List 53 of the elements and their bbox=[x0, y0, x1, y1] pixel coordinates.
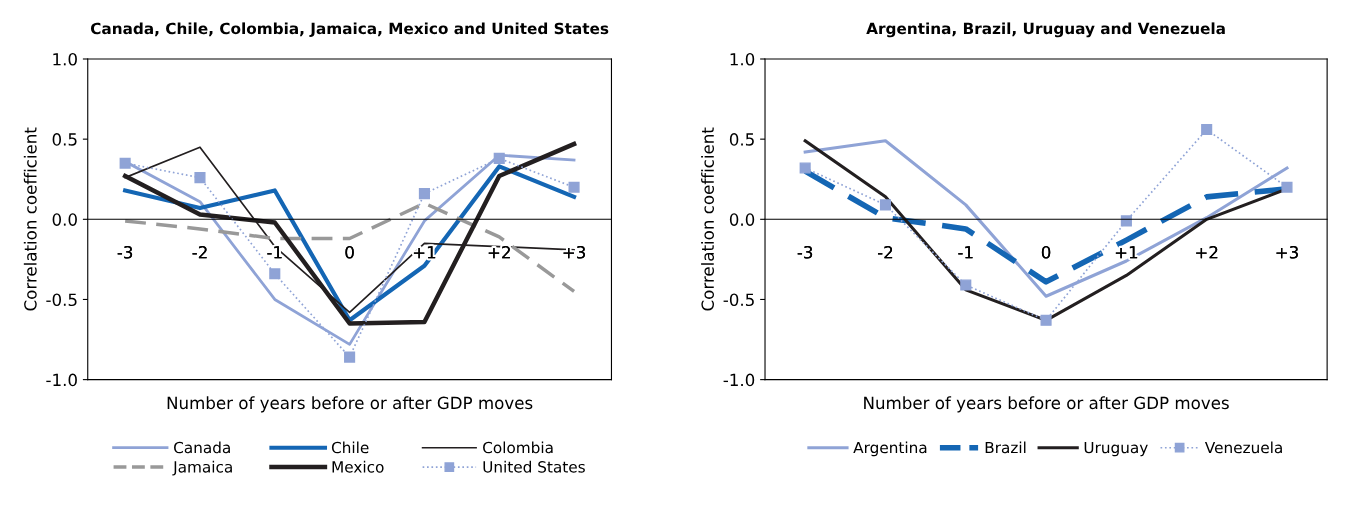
y-tick-label: 0.0 bbox=[52, 213, 77, 226]
point bbox=[344, 351, 356, 363]
x-tick-label: +2 bbox=[488, 245, 510, 259]
x-tick-label: -2 bbox=[192, 245, 207, 259]
x-tick-label: +3 bbox=[563, 245, 586, 259]
y-tick-label: 1.0 bbox=[53, 52, 77, 66]
legend-label: Mexico bbox=[332, 460, 384, 473]
y-tick-label: 0.5 bbox=[52, 133, 77, 146]
point bbox=[568, 181, 580, 193]
x-tick-label: +2 bbox=[1196, 245, 1218, 259]
point bbox=[269, 268, 281, 280]
legend-label: Jamaica bbox=[172, 460, 232, 476]
x-tick-label: -1 bbox=[267, 246, 282, 259]
point bbox=[1040, 314, 1052, 326]
chart-title: Canada, Chile, Colombia, Jamaica, Mexico and United States bbox=[90, 22, 609, 38]
legend-label: Argentina bbox=[853, 441, 927, 457]
y-tick-label: -0.5 bbox=[723, 293, 754, 307]
x-tick-label: 0 bbox=[1041, 245, 1051, 259]
x-tick-label: -3 bbox=[117, 245, 133, 259]
x-tick-label: 0 bbox=[345, 245, 354, 259]
chart-title: Argentina, Brazil, Uruguay and Venezuela bbox=[866, 22, 1225, 38]
point bbox=[493, 152, 505, 164]
point bbox=[1281, 181, 1293, 193]
legend-label: Canada bbox=[174, 441, 230, 454]
y-tick-label: 1.0 bbox=[730, 52, 755, 66]
y-axis-title: Correlation coefficient bbox=[701, 127, 714, 311]
point bbox=[194, 172, 206, 184]
point bbox=[119, 157, 131, 169]
x-tick-label: -2 bbox=[877, 245, 893, 259]
legend-label: Brazil bbox=[985, 441, 1026, 454]
x-axis-title: Number of years before or after GDP moves bbox=[167, 396, 533, 413]
x-axis-title: Number of years before or after GDP moves bbox=[864, 396, 1229, 413]
legend-label: Venezuela bbox=[1204, 441, 1282, 454]
legend-label: Chile bbox=[331, 441, 369, 454]
y-tick-label: 0.0 bbox=[729, 213, 755, 226]
x-tick-label: -1 bbox=[958, 246, 973, 259]
point bbox=[879, 199, 892, 211]
point bbox=[960, 279, 972, 291]
x-tick-label: -3 bbox=[797, 245, 813, 259]
y-tick-label: -0.5 bbox=[46, 293, 77, 307]
point bbox=[1120, 215, 1132, 227]
point bbox=[799, 162, 811, 174]
y-tick-label: -1.0 bbox=[723, 373, 755, 387]
x-tick-label: +3 bbox=[1276, 245, 1298, 259]
y-tick-label: -1.0 bbox=[46, 373, 77, 387]
legend-label: Colombia bbox=[483, 441, 553, 454]
y-axis-title: Correlation coefficient bbox=[23, 127, 37, 311]
point bbox=[418, 188, 430, 200]
x-tick-label: +1 bbox=[1115, 246, 1138, 259]
legend-label: United States bbox=[483, 460, 585, 473]
y-tick-label: 0.5 bbox=[729, 133, 754, 146]
point bbox=[1201, 123, 1213, 136]
legend-label: Uruguay bbox=[1084, 441, 1148, 457]
